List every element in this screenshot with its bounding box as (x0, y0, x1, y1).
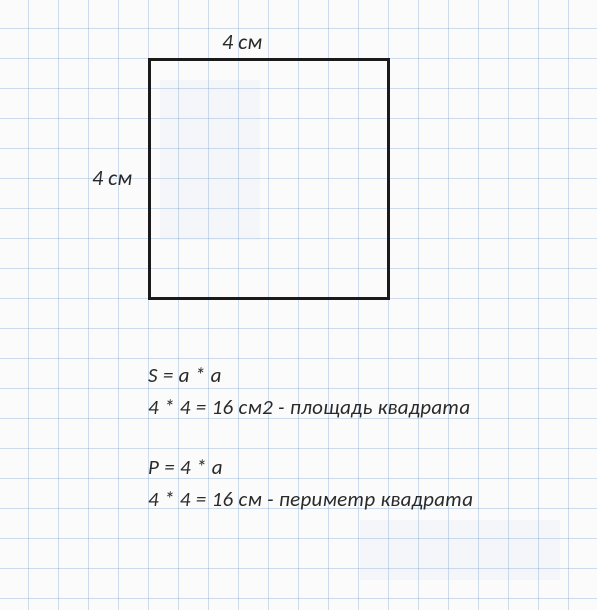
square-figure (148, 58, 390, 300)
dimension-label-left: 4 см (92, 164, 132, 191)
dimension-label-top: 4 см (222, 28, 262, 55)
formula-perimeter: P = 4 * a (148, 454, 223, 480)
calc-perimeter: 4 * 4 = 16 см - периметр квадрата (148, 486, 473, 512)
graph-paper: 4 см 4 см S = a * a 4 * 4 = 16 см2 - пло… (0, 0, 597, 610)
paper-shade-2 (360, 520, 560, 580)
formula-area: S = a * a (148, 362, 222, 388)
calc-area: 4 * 4 = 16 см2 - площадь квадрата (148, 394, 470, 420)
